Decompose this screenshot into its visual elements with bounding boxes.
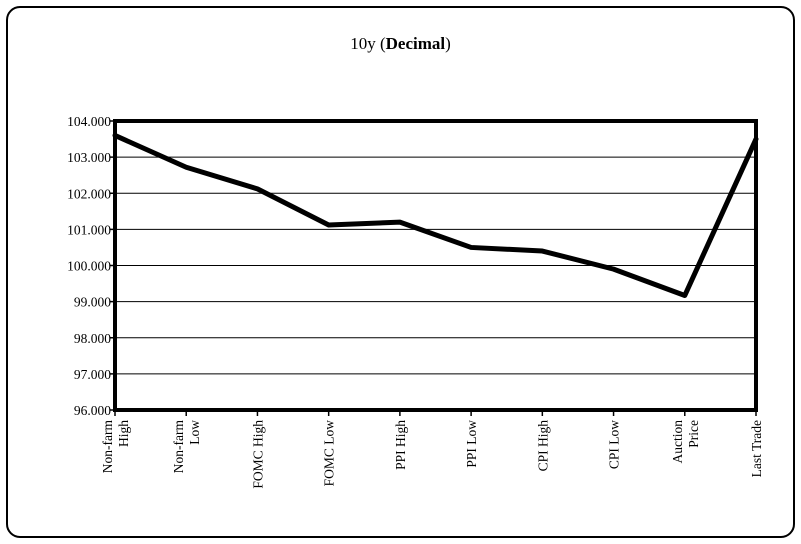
x-tick-label-line: CPI High [535,420,550,472]
x-tick-label-line: CPI Low [607,420,622,469]
chart-title: 10y (Decimal) [0,34,801,54]
y-tick-label: 100.000 [67,259,111,274]
x-tick-label: FOMC High [250,420,265,489]
x-tick-label: Non-farm Low [171,420,202,474]
x-tick-label: Auction Price [670,420,701,464]
x-tick-label: PPI Low [464,420,479,468]
x-tick-label: FOMC Low [322,420,337,487]
x-tick-label: Last Trade [749,420,764,477]
x-tick-label-line: PPI Low [464,420,479,468]
series-line [112,132,759,298]
x-tick-label-line: FOMC High [250,420,265,489]
x-tick-label-line: FOMC Low [322,420,337,487]
chart-frame [6,6,795,538]
x-tick-label-line: Non-farm [171,420,186,474]
x-tick-label-line: Non-farm [100,420,115,474]
x-tick-label-line: Low [187,420,202,445]
x-tick-label-line: Price [686,420,701,448]
y-tick-label: 96.000 [74,403,111,418]
x-tick-label: CPI Low [607,420,622,469]
x-tick-label-line: PPI High [393,420,408,470]
y-tick-label: 98.000 [74,331,111,346]
y-tick-label: 97.000 [74,367,111,382]
y-tick-label: 101.000 [67,222,111,237]
chart-title-prefix: 10y ( [350,34,386,53]
x-tick-label: CPI High [535,420,550,472]
chart-title-bold: Decimal [385,34,446,53]
chart-title-suffix: ) [445,34,451,53]
x-tick-label-line: Last Trade [749,420,764,477]
y-tick-label: 99.000 [74,295,111,310]
x-tick-label-line: High [116,420,131,447]
y-tick-label: 104.000 [67,114,111,129]
x-tick-label: PPI High [393,420,408,470]
x-tick-label-line: Auction [670,420,685,464]
y-tick-label: 102.000 [67,186,111,201]
x-tick-label: Non-farm High [100,420,131,474]
y-tick-label: 103.000 [67,150,111,165]
